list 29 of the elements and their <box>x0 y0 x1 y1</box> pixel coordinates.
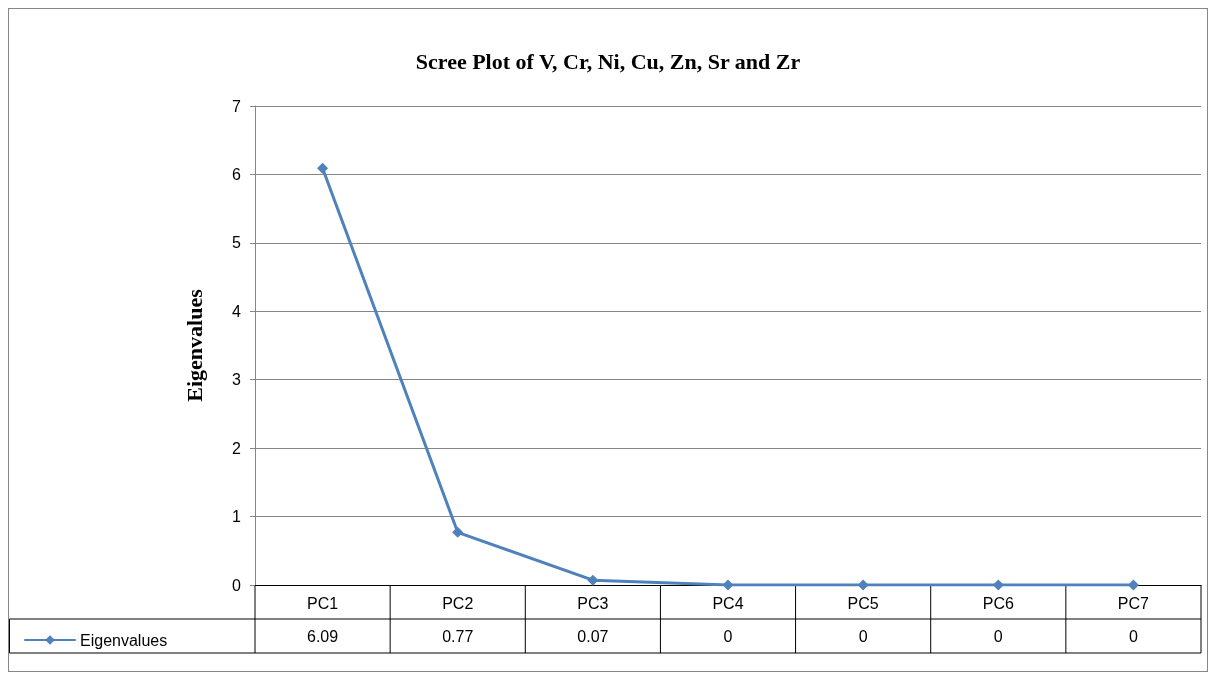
y-tick-label: 5 <box>232 234 242 252</box>
y-tick-label: 6 <box>232 165 242 183</box>
data-label: 0 <box>1128 627 1138 645</box>
x-tick-label: PC5 <box>847 594 879 612</box>
data-label: 6.09 <box>307 627 339 645</box>
chart-title: Scree Plot of V, Cr, Ni, Cu, Zn, Sr and Zr <box>415 48 801 74</box>
y-tick-label: 0 <box>232 576 242 594</box>
data-label: 0 <box>723 627 733 645</box>
legend-label: Eigenvalues <box>80 631 168 649</box>
point <box>722 579 734 591</box>
y-axis-title: Eigenvalues <box>181 288 207 402</box>
x-tick-label: PC6 <box>982 594 1014 612</box>
data-label: 0.77 <box>442 627 474 645</box>
x-tick-label: PC1 <box>307 594 339 612</box>
data-label: 0.07 <box>577 627 609 645</box>
point <box>452 526 464 538</box>
x-tick-label: PC7 <box>1117 594 1150 612</box>
y-tick-label: 7 <box>232 97 242 115</box>
y-tick-label: 2 <box>232 439 242 457</box>
y-tick-label: 3 <box>232 371 242 389</box>
point <box>857 579 869 591</box>
x-tick-label: PC3 <box>577 594 609 612</box>
point <box>317 162 329 174</box>
data-label: 0 <box>993 627 1003 645</box>
data-label: 0 <box>858 627 868 645</box>
x-tick-label: PC4 <box>712 594 744 612</box>
x-tick-label: PC2 <box>442 594 474 612</box>
y-tick-label: 4 <box>232 302 242 320</box>
y-tick-label: 1 <box>232 508 242 526</box>
